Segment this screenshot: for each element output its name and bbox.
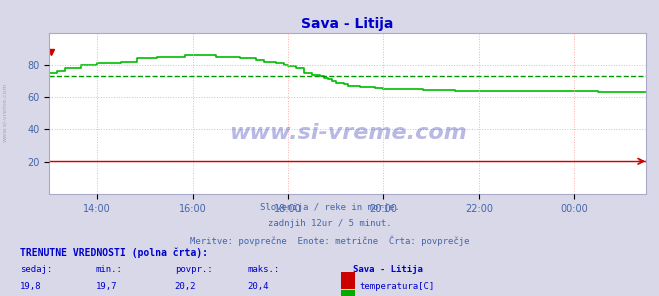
- Text: 20,2: 20,2: [175, 282, 196, 291]
- Text: povpr.:: povpr.:: [175, 265, 212, 274]
- Text: TRENUTNE VREDNOSTI (polna črta):: TRENUTNE VREDNOSTI (polna črta):: [20, 247, 208, 258]
- Text: 19,7: 19,7: [96, 282, 117, 291]
- Text: 19,8: 19,8: [20, 282, 42, 291]
- Text: Meritve: povprečne  Enote: metrične  Črta: povprečje: Meritve: povprečne Enote: metrične Črta:…: [190, 235, 469, 246]
- Text: temperatura[C]: temperatura[C]: [359, 282, 434, 291]
- Text: maks.:: maks.:: [247, 265, 279, 274]
- Text: Sava - Litija: Sava - Litija: [353, 265, 422, 274]
- Text: www.si-vreme.com: www.si-vreme.com: [229, 123, 467, 143]
- Text: sedaj:: sedaj:: [20, 265, 52, 274]
- Text: www.si-vreme.com: www.si-vreme.com: [3, 83, 8, 142]
- Title: Sava - Litija: Sava - Litija: [301, 17, 394, 31]
- Text: zadnjih 12ur / 5 minut.: zadnjih 12ur / 5 minut.: [268, 219, 391, 228]
- Text: Slovenija / reke in morje.: Slovenija / reke in morje.: [260, 203, 399, 212]
- Text: 20,4: 20,4: [247, 282, 269, 291]
- Text: min.:: min.:: [96, 265, 123, 274]
